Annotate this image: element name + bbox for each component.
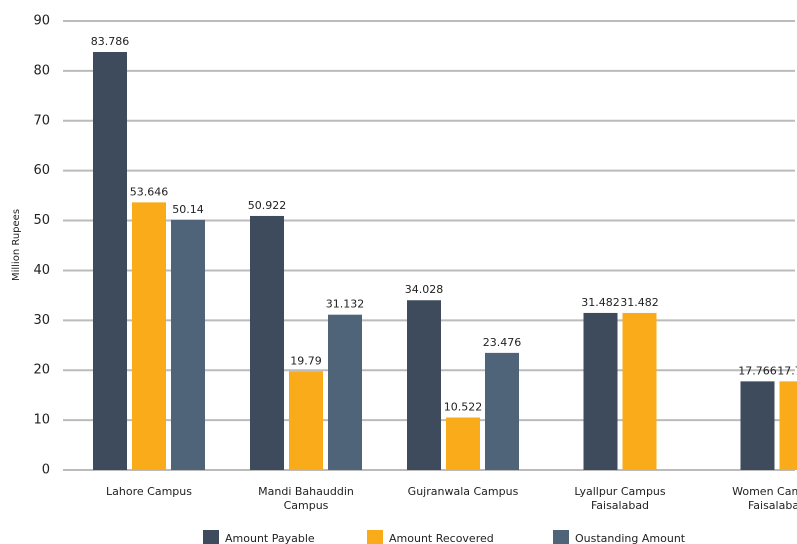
bar [485,352,519,470]
value-label: 53.646 [130,185,169,198]
value-label: 50.14 [172,203,204,216]
bar [250,215,284,470]
legend-label: Amount Recovered [389,532,494,544]
x-tick-label: Women Campus Faisalabad [732,485,797,512]
bar [328,314,362,470]
value-label: 83.786 [91,35,130,48]
y-tick-label: 0 [42,463,50,478]
y-axis-label: Million Rupees [11,209,22,281]
bar [740,381,775,470]
value-label: 31.482 [620,296,659,309]
y-tick-label: 70 [33,113,50,128]
y-tick-label: 90 [33,14,50,29]
bar [289,371,323,470]
y-tick-label: 40 [33,263,50,278]
legend-swatch [553,530,569,544]
legend-label: Oustanding Amount [575,532,686,544]
y-tick-label: 20 [33,363,50,378]
legend-swatch [367,530,383,544]
value-label: 23.476 [483,336,522,349]
bar [171,219,205,470]
bar [132,202,166,470]
legend-label: Amount Payable [225,532,315,544]
x-tick-label: Lyallpur Campus Faisalabad [574,485,666,512]
y-tick-label: 30 [33,313,50,328]
y-tick-label: 60 [33,163,50,178]
value-label: 34.028 [405,283,444,296]
value-label: 50.922 [248,199,287,212]
bar [622,312,657,470]
value-label: 17.766 [777,364,797,377]
y-tick-label: 50 [33,213,50,228]
y-tick-label: 80 [33,63,50,78]
legend-swatch [203,530,219,544]
value-label: 19.79 [290,354,322,367]
bar [583,312,618,470]
value-label: 17.766 [738,364,777,377]
value-label: 31.132 [326,298,365,311]
bar [779,381,797,470]
bar [93,52,127,471]
x-tick-label: Mandi Bahauddin Campus [258,485,354,512]
x-tick-label: Lahore Campus [106,485,192,498]
x-tick-label: Gujranwala Campus [407,485,519,498]
bar [446,417,480,470]
y-tick-label: 10 [33,413,50,428]
value-label: 10.522 [444,401,483,414]
bar [407,300,441,470]
value-label: 31.482 [581,296,620,309]
